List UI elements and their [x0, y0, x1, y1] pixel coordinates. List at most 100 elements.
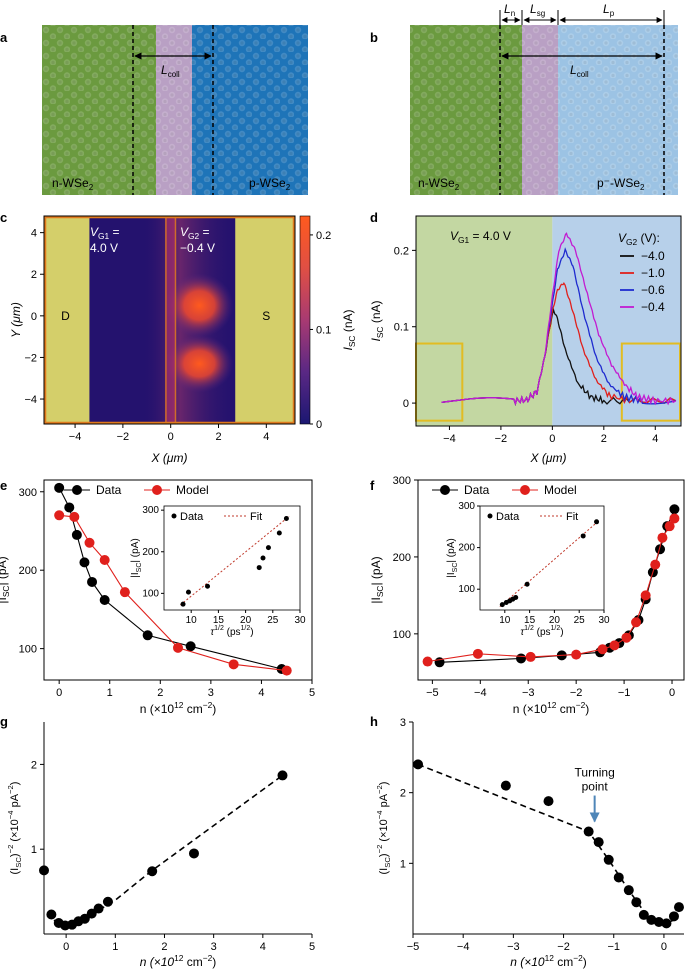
model-point [281, 665, 292, 676]
x-tick-label: 0 [669, 687, 675, 699]
inset-fit-line [180, 516, 290, 606]
inset-point [594, 519, 600, 525]
y-tick-label: 0 [403, 398, 409, 410]
data-point [500, 780, 511, 791]
p-minus-wse2-label: p⁻-WSe2 [597, 176, 645, 192]
p-wse2-label: p-WSe2 [249, 176, 291, 192]
source-contact-box [620, 342, 682, 422]
y-tick-label: 300 [393, 475, 411, 487]
panel-b: b Ln Lsg Lp Lcoll n-WSe2 p⁻-WSe2 [370, 2, 678, 195]
colorbar [299, 215, 311, 425]
model-point [173, 642, 183, 653]
data-point [86, 908, 97, 919]
data-point [277, 770, 288, 781]
panel-label-f: f [370, 478, 375, 493]
gate1-region [416, 216, 553, 426]
panel-c: c D S VG1 =4.0 V VG2 =−0.4 V −4 −2 0 2 4 −4 −2 0 2 4 X… [0, 210, 357, 465]
data-point [583, 826, 594, 837]
x-tick-label: −2 [570, 687, 583, 699]
inset-point [276, 530, 282, 536]
inset-legend-label: Data [180, 511, 204, 523]
source-contact [235, 216, 295, 424]
x-tick-label: −1 [607, 941, 620, 953]
model-point [422, 656, 433, 667]
data-point [185, 641, 196, 652]
inset-y-tick-label: 100 [142, 588, 159, 599]
x-tick-label: 4 [258, 687, 264, 699]
x-tick-label: 2 [601, 433, 607, 445]
x-tick-label: 0 [549, 433, 555, 445]
y-tick-label: 100 [393, 629, 411, 641]
inset-point [524, 581, 530, 587]
y-tick-label: 2 [31, 269, 37, 281]
series-line [59, 514, 287, 672]
colorbar-label: ISC (nA) [341, 310, 357, 351]
inset-point [283, 515, 289, 521]
data-point [64, 502, 75, 513]
x-axis-label: n (×1012 cm−2) [510, 953, 587, 969]
plot-frame [43, 479, 313, 681]
legend-label: Data [464, 483, 490, 497]
data-point [71, 529, 82, 540]
inset-point [185, 589, 191, 595]
data-point [413, 759, 424, 770]
data-point [646, 914, 657, 925]
x-tick-label: 5 [309, 687, 315, 699]
y-tick-label: 2 [400, 788, 406, 800]
panel-label-e: e [0, 478, 7, 493]
model-point [99, 555, 110, 565]
inset-y-axis-label: |ISC| (pA) [130, 538, 143, 577]
data-point [54, 482, 65, 493]
inset-x-tick-label: 20 [240, 615, 252, 626]
x-tick-label: 0 [661, 941, 667, 953]
legend-label: Data [96, 483, 122, 497]
model-point [597, 644, 608, 655]
y-axis-label: Y (μm) [9, 302, 23, 338]
vg1-label: VG1 = [90, 225, 120, 241]
data-point [673, 902, 684, 913]
inset-x-tick-label: 30 [598, 615, 610, 626]
lattice-overlay [42, 25, 308, 195]
x-tick-label: 4 [652, 433, 658, 445]
x-tick-label: −5 [426, 687, 439, 699]
panel-d: d −4 −2 0 2 4 0 0.1 0.2 VG1 = 4.0 V VG2 (V): −4.0 −… [369, 210, 682, 465]
panel-h: h −5 −4 −3 −2 −1 0 1 2 3 n (×1012 cm−2) (ISC)−2 (×… [370, 714, 684, 969]
x-tick-label: −2 [117, 431, 130, 443]
data-point [655, 544, 666, 555]
data-point [623, 885, 634, 896]
x-tick-label: −5 [407, 941, 420, 953]
model-point [664, 521, 675, 532]
turning-point-label: point [582, 780, 609, 794]
inset-x-axis-label: τ1/2 (ps1/2) [210, 625, 253, 638]
x-tick-label: −1 [618, 687, 631, 699]
y-axis-label: |ISC| (pA) [0, 556, 11, 603]
model-point [228, 659, 239, 670]
model-point [609, 640, 620, 651]
model-point [84, 537, 95, 548]
data-point [603, 854, 614, 865]
inset-x-tick-label: 30 [294, 615, 306, 626]
vg1-value: 4.0 V [90, 241, 118, 255]
data-point [79, 557, 90, 568]
panel-label-a: a [0, 30, 8, 45]
model-point [657, 532, 668, 543]
y-axis-label: (ISC)−2 (×10−4 pA−2) [6, 782, 23, 875]
inset-point [265, 545, 271, 551]
x-tick-label: 0 [56, 687, 62, 699]
x-axis-label: n (×1012 cm−2) [140, 700, 217, 716]
x-tick-label: 2 [157, 687, 163, 699]
x-tick-label: −2 [557, 941, 570, 953]
data-point [142, 630, 153, 641]
x-tick-label: 1 [112, 941, 118, 953]
inset-legend-label: Data [496, 511, 520, 523]
legend-label: −0.4 [641, 300, 665, 314]
inset-point [260, 555, 266, 561]
y-tick-label: 1 [400, 858, 406, 870]
fit-line [53, 774, 283, 926]
inset-legend-label: Fit [250, 511, 262, 523]
inset-point [499, 602, 505, 608]
model-point [621, 632, 632, 643]
plot-frame [43, 215, 296, 425]
model-point [631, 617, 642, 628]
